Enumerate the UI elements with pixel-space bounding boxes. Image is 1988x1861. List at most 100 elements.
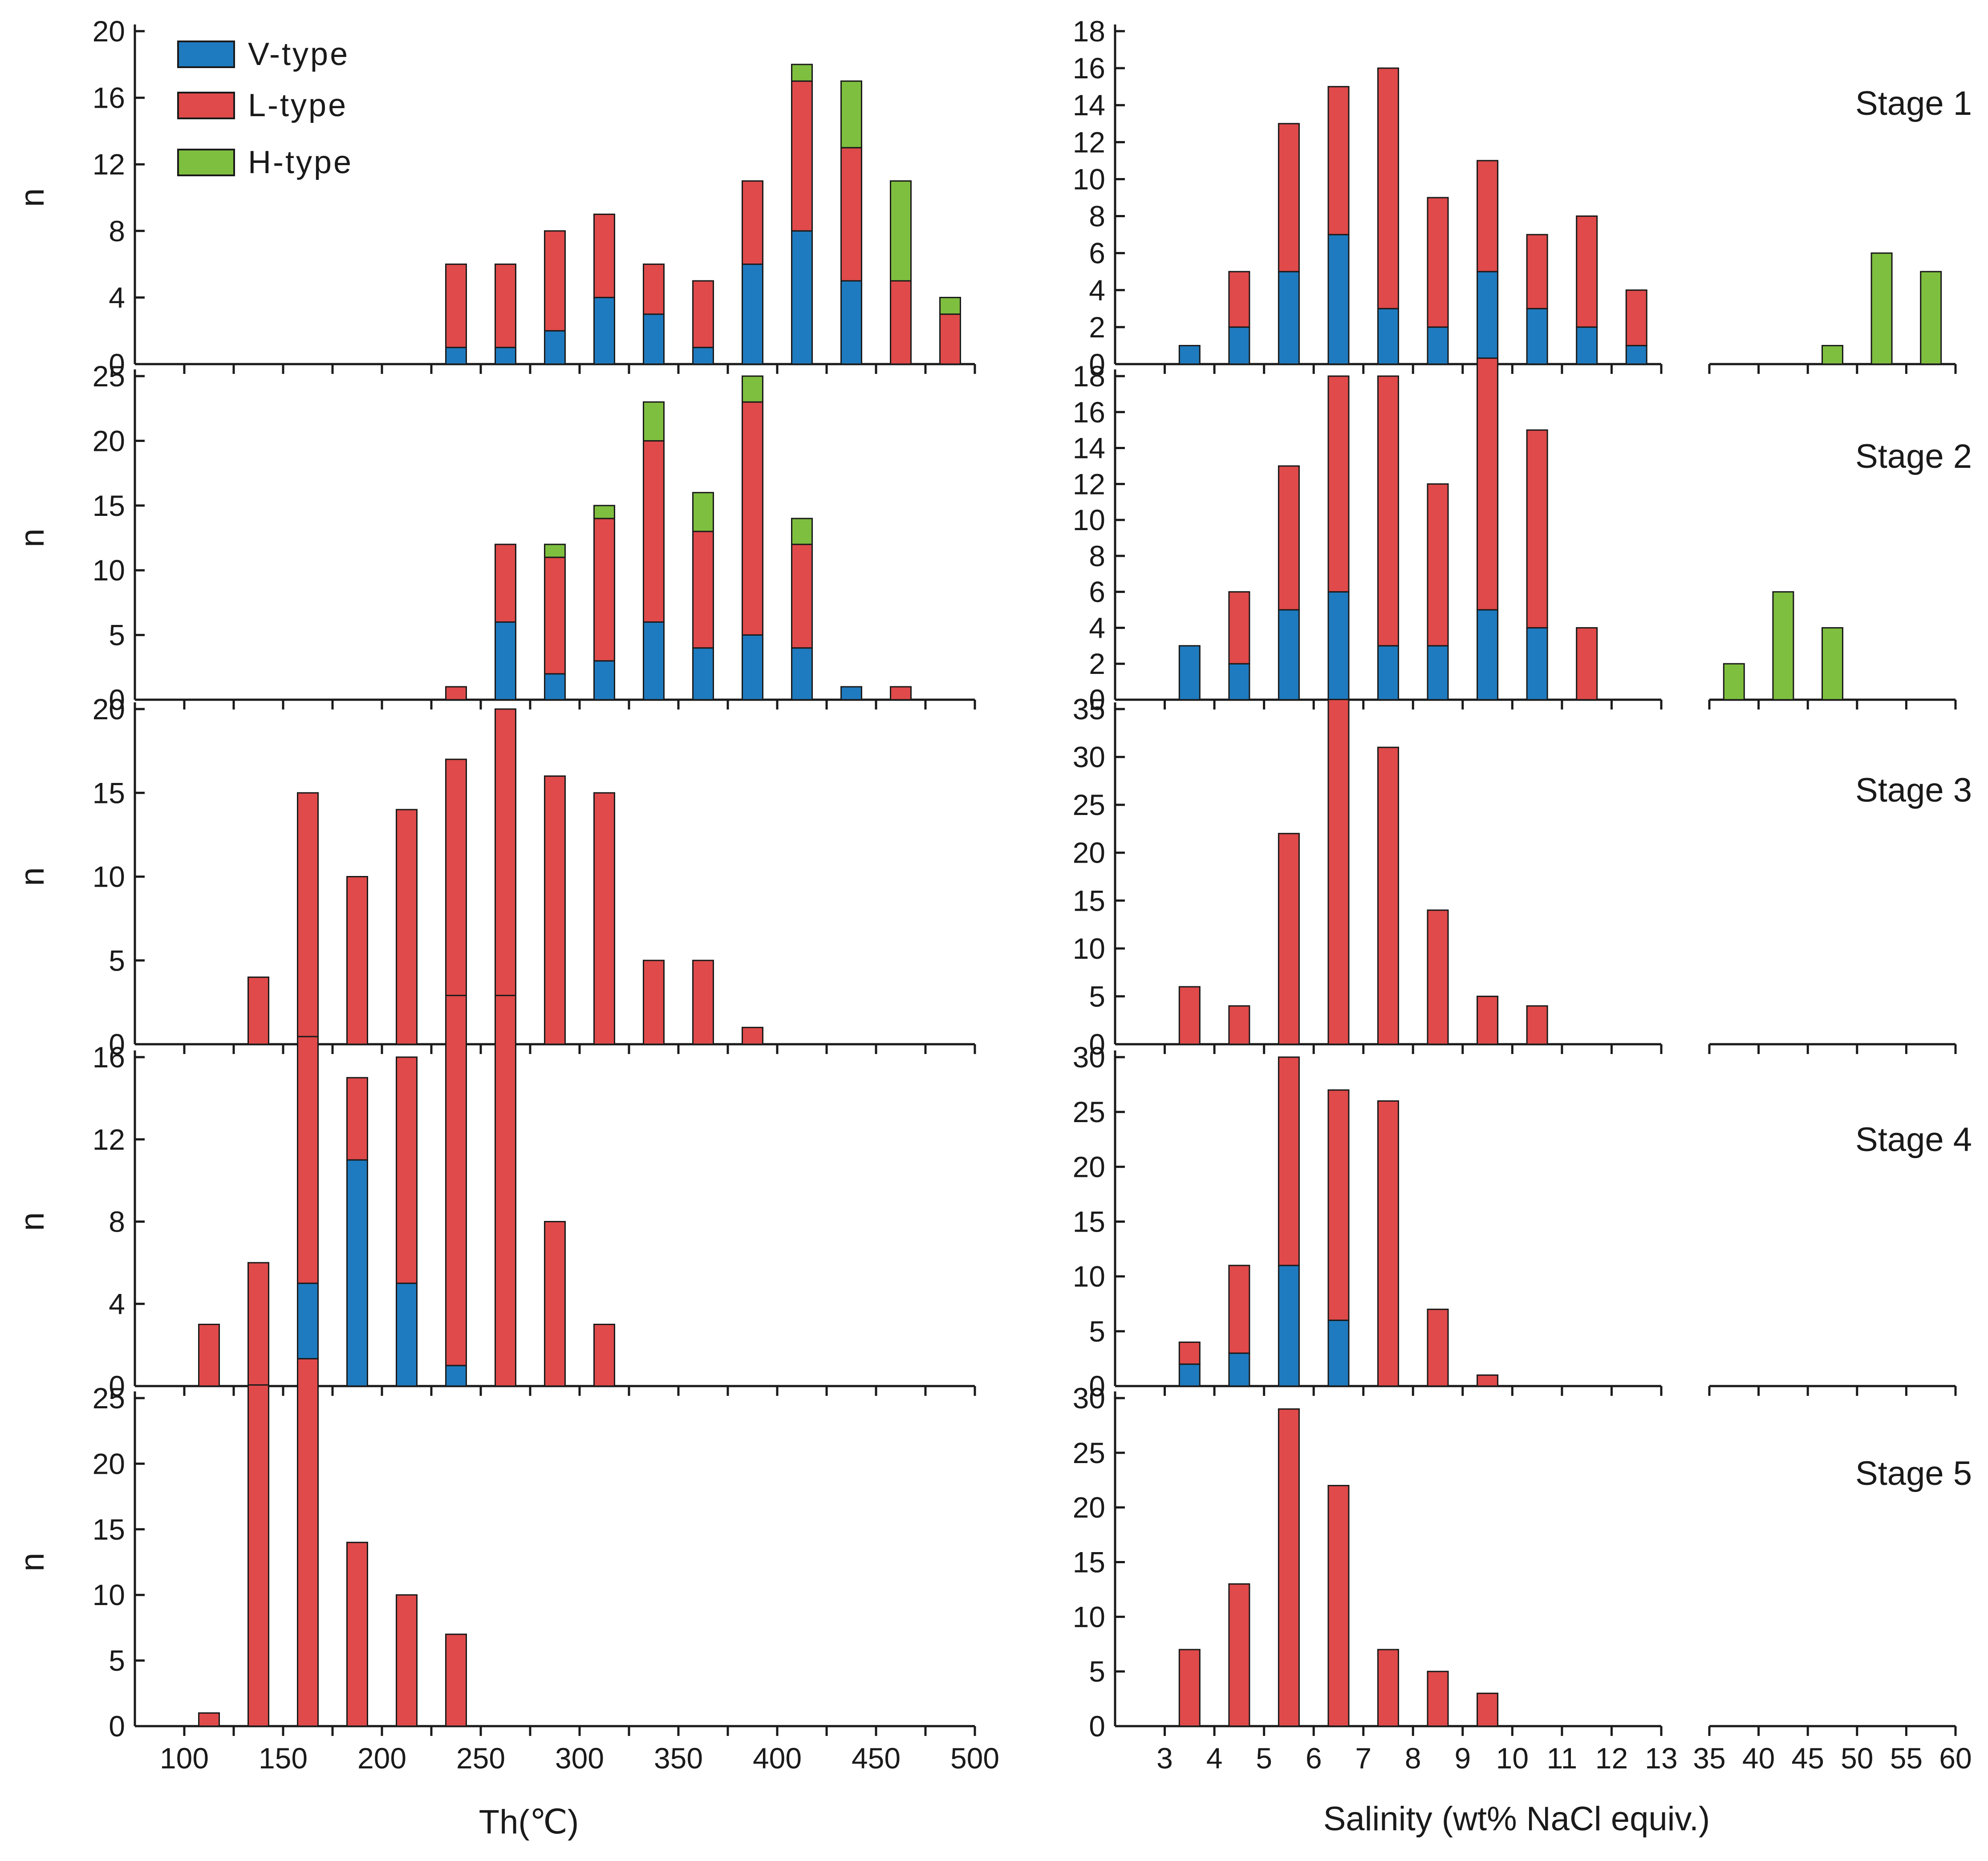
bar-th-stage-4-v-type-212.5 [396, 1282, 418, 1387]
bar-salinity-stage-2-v-type-7.5 [1377, 645, 1399, 701]
y-tick-label-salinity-stage-5-15: 15 [1073, 1546, 1105, 1579]
bar-th-stage-5-l-type-112.5 [198, 1712, 220, 1727]
y-tick-label-salinity-stage-4-20: 20 [1073, 1150, 1105, 1183]
bar-th-stage-1-h-type-487.5 [939, 296, 961, 315]
y-tick-label-salinity-stage-4-10: 10 [1073, 1260, 1105, 1293]
bar-salinity-stage-2-h-type-37.5 [1723, 663, 1745, 701]
x-tick-label-salinity-stage-5-10: 10 [1496, 1742, 1529, 1775]
bar-th-stage-2-h-type-312.5 [593, 505, 615, 519]
y-tick-label-salinity-stage-5-10: 10 [1073, 1600, 1105, 1633]
y-tick-label-salinity-stage-5-30: 30 [1073, 1382, 1105, 1415]
bar-th-stage-2-l-type-312.5 [593, 518, 615, 662]
y-tick-label-salinity-stage-3-20: 20 [1073, 836, 1105, 869]
bar-salinity-stage-2-v-type-8.5 [1427, 645, 1449, 701]
bar-salinity-stage-5-l-type-9.5 [1477, 1692, 1499, 1727]
y-axis-title-th-stage-5: n [13, 1553, 51, 1571]
bar-th-stage-4-l-type-212.5 [396, 1056, 418, 1284]
x-tick-label-th-stage-5-100: 100 [160, 1742, 209, 1775]
bar-th-stage-1-l-type-237.5 [445, 264, 467, 349]
legend-label-h-type: H-type [248, 145, 353, 180]
bar-salinity-stage-3-l-type-10.5 [1526, 1005, 1548, 1045]
y-tick-label-salinity-stage-2-12: 12 [1073, 467, 1105, 500]
bar-th-stage-2-h-type-287.5 [544, 543, 566, 558]
bar-th-stage-4-l-type-162.5 [297, 1036, 319, 1284]
bar-th-stage-1-v-type-362.5 [692, 347, 714, 365]
y-axis-title-th-stage-4: n [13, 1212, 51, 1231]
legend-item-l-type: L-type [177, 88, 348, 123]
bar-salinity-stage-3-l-type-7.5 [1377, 746, 1399, 1045]
bar-th-stage-2-l-type-237.5 [445, 686, 467, 701]
bar-th-stage-1-l-type-437.5 [840, 147, 862, 282]
bar-th-stage-2-v-type-437.5 [840, 686, 862, 701]
y-tick-label-th-stage-2-20: 20 [93, 424, 125, 457]
y-tick-label-th-stage-5-10: 10 [93, 1578, 125, 1611]
y-tick-label-th-stage-2-5: 5 [109, 619, 125, 652]
bar-th-stage-1-v-type-412.5 [791, 230, 813, 365]
bar-th-stage-2-l-type-337.5 [643, 440, 665, 623]
bar-salinity-stage-1-l-type-9.5 [1477, 160, 1499, 272]
x-tick-label-th-stage-5-150: 150 [259, 1742, 308, 1775]
panel-th-stage-3: 0 5 10 15 20 n [13, 693, 976, 1061]
bar-salinity-stage-3-l-type-3.5 [1178, 986, 1201, 1045]
bar-th-stage-1-l-type-412.5 [791, 80, 813, 232]
panel-salinity-stage-4: 0 5 10 15 20 25 30 [1073, 1041, 1957, 1403]
y-tick-label-salinity-stage-4-30: 30 [1073, 1041, 1105, 1074]
y-tick-label-salinity-stage-1-6: 6 [1089, 237, 1105, 270]
bar-th-stage-1-l-type-487.5 [939, 313, 961, 365]
salinity-axis-title: Salinity (wt% NaCl equiv.) [1323, 1800, 1710, 1838]
bar-th-stage-4-l-type-137.5 [247, 1262, 269, 1387]
bar-salinity-stage-4-l-type-5.5 [1278, 1056, 1300, 1266]
bar-th-stage-2-l-type-387.5 [742, 401, 763, 636]
y-tick-label-salinity-stage-3-30: 30 [1073, 741, 1105, 774]
y-tick-label-th-stage-1-8: 8 [109, 215, 125, 247]
bar-th-stage-4-l-type-112.5 [198, 1323, 220, 1387]
bar-salinity-stage-1-l-type-12.5 [1625, 289, 1647, 346]
bar-salinity-stage-2-l-type-9.5 [1477, 357, 1499, 611]
y-tick-label-th-stage-4-0: 0 [109, 1370, 125, 1403]
bar-th-stage-2-h-type-337.5 [643, 401, 665, 442]
y-tick-label-salinity-stage-3-5: 5 [1089, 980, 1105, 1013]
x-tick-label-salinity-stage-5-13: 13 [1645, 1742, 1677, 1775]
bar-salinity-stage-2-v-type-6.5 [1327, 591, 1350, 701]
bar-th-stage-2-v-type-262.5 [495, 621, 516, 701]
bar-salinity-stage-2-h-type-42.5 [1772, 591, 1794, 701]
x-tick-label-th-stage-5-300: 300 [555, 1742, 604, 1775]
bar-salinity-stage-2-l-type-4.5 [1228, 591, 1250, 665]
legend-swatch-v-type [177, 41, 235, 68]
y-axis-title-th-stage-2: n [13, 528, 51, 547]
bar-salinity-stage-1-h-type-47.5 [1822, 345, 1843, 365]
stage-label-3: Stage 3 [1855, 771, 1972, 809]
bar-th-stage-1-v-type-387.5 [742, 264, 763, 365]
y-tick-label-th-stage-5-5: 5 [109, 1644, 125, 1677]
stage-label-5: Stage 5 [1855, 1455, 1972, 1492]
y-tick-label-th-stage-5-15: 15 [93, 1513, 125, 1546]
y-tick-label-salinity-stage-5-5: 5 [1089, 1655, 1105, 1688]
bar-th-stage-5-l-type-212.5 [396, 1594, 418, 1727]
y-tick-label-th-stage-3-15: 15 [93, 776, 125, 809]
bar-salinity-stage-1-l-type-6.5 [1327, 86, 1350, 235]
y-tick-label-salinity-stage-4-5: 5 [1089, 1315, 1105, 1348]
x-tick-label-salinity-stage-5-45: 45 [1791, 1742, 1824, 1775]
y-tick-label-th-stage-1-20: 20 [93, 15, 125, 48]
panel-th-stage-1: 0 4 8 12 16 20 n [13, 15, 976, 381]
y-tick-label-th-stage-2-10: 10 [93, 554, 125, 587]
bar-th-stage-1-h-type-437.5 [840, 80, 862, 149]
x-tick-label-salinity-stage-5-7: 7 [1355, 1742, 1371, 1775]
x-tick-label-salinity-stage-5-40: 40 [1742, 1742, 1775, 1775]
legend-label-l-type: L-type [248, 88, 348, 123]
panel-salinity-stage-3: 0 5 10 15 20 25 30 35 [1073, 693, 1957, 1061]
bar-salinity-stage-2-l-type-11.5 [1576, 627, 1598, 701]
bar-th-stage-5-l-type-137.5 [247, 1384, 269, 1727]
y-tick-label-th-stage-5-0: 0 [109, 1710, 125, 1743]
y-tick-label-salinity-stage-1-0: 0 [1089, 348, 1105, 381]
y-tick-label-th-stage-5-20: 20 [93, 1447, 125, 1480]
x-tick-label-th-stage-5-500: 500 [950, 1742, 999, 1775]
bar-salinity-stage-2-v-type-9.5 [1477, 609, 1499, 701]
bar-salinity-stage-1-l-type-7.5 [1377, 67, 1399, 309]
y-tick-label-salinity-stage-5-25: 25 [1073, 1436, 1105, 1469]
bar-salinity-stage-1-v-type-7.5 [1377, 308, 1399, 365]
y-tick-label-salinity-stage-1-12: 12 [1073, 126, 1105, 158]
y-tick-label-salinity-stage-1-2: 2 [1089, 311, 1105, 344]
bar-salinity-stage-2-h-type-47.5 [1822, 627, 1843, 701]
x-tick-label-salinity-stage-5-35: 35 [1693, 1742, 1725, 1775]
